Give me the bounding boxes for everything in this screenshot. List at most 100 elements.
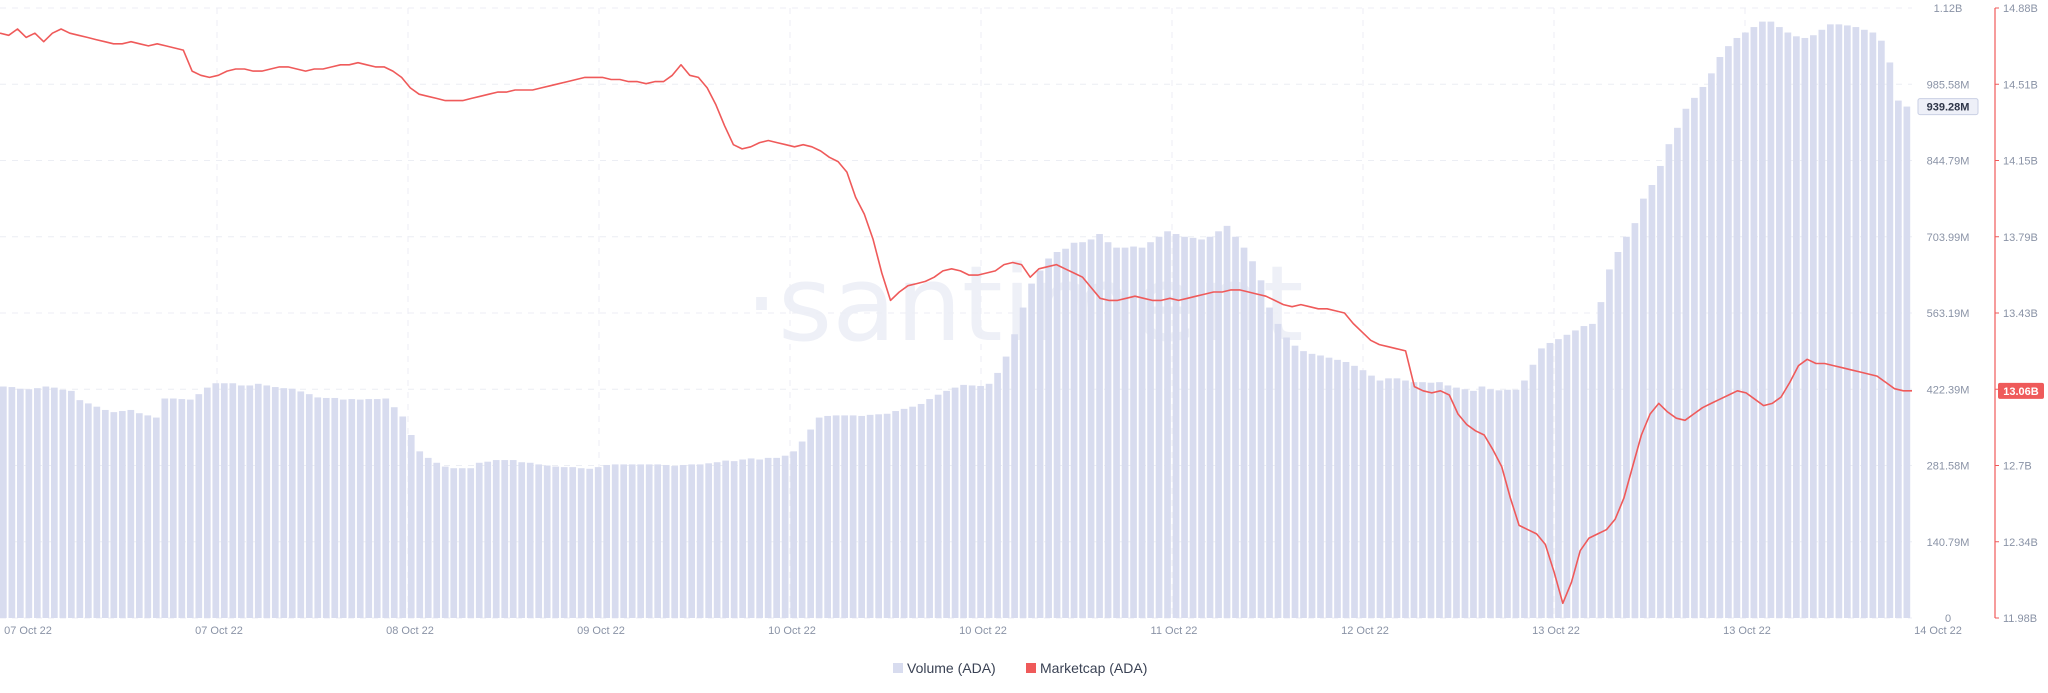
left-axis-tick: 281.58M bbox=[1927, 461, 1970, 473]
volume-bar bbox=[1385, 378, 1392, 618]
volume-bar bbox=[1172, 234, 1180, 618]
volume-bar bbox=[1767, 21, 1775, 619]
volume-bar bbox=[1461, 389, 1469, 618]
volume-bar bbox=[1402, 380, 1409, 618]
volume-bar bbox=[246, 385, 254, 618]
volume-bar bbox=[458, 468, 466, 618]
volume-bar bbox=[849, 415, 857, 618]
x-axis-tick: 12 Oct 22 bbox=[1341, 625, 1389, 637]
volume-bar bbox=[195, 394, 203, 618]
volume-bar bbox=[1716, 57, 1724, 618]
legend-label-marketcap[interactable]: Marketcap (ADA) bbox=[1040, 660, 1147, 676]
volume-bar bbox=[1249, 261, 1256, 618]
legend-label-volume[interactable]: Volume (ADA) bbox=[907, 660, 996, 676]
volume-bar bbox=[501, 460, 509, 618]
volume-bar bbox=[713, 462, 721, 618]
volume-bar bbox=[1674, 127, 1681, 618]
volume-bar bbox=[628, 464, 636, 618]
volume-bar bbox=[1852, 27, 1860, 619]
volume-bar bbox=[1759, 21, 1766, 619]
volume-bar bbox=[1691, 97, 1698, 619]
volume-bar bbox=[1555, 339, 1562, 618]
volume-bar bbox=[1470, 390, 1477, 618]
volume-bar bbox=[968, 385, 976, 618]
volume-bar bbox=[662, 464, 670, 618]
volume-bar bbox=[0, 386, 7, 618]
volume-bar bbox=[1351, 365, 1358, 618]
volume-bar bbox=[1155, 236, 1163, 618]
volume-bar bbox=[135, 413, 143, 618]
left-axis-tick: 844.79M bbox=[1927, 156, 1970, 168]
volume-bar bbox=[1784, 32, 1792, 618]
legend[interactable]: Volume (ADA) Marketcap (ADA) bbox=[893, 660, 1147, 676]
volume-bar bbox=[76, 400, 84, 618]
volume-bar bbox=[1572, 330, 1579, 618]
volume-bar bbox=[263, 385, 271, 618]
volume-bar bbox=[832, 415, 840, 618]
x-axis-tick: 10 Oct 22 bbox=[768, 625, 816, 637]
volume-bar bbox=[1300, 351, 1307, 619]
volume-bar bbox=[1504, 389, 1511, 618]
volume-bar bbox=[645, 464, 653, 618]
volume-bar bbox=[756, 459, 763, 618]
volume-bar bbox=[93, 406, 101, 618]
volume-bar bbox=[943, 390, 950, 618]
volume-bar bbox=[1538, 348, 1545, 618]
volume-bar bbox=[1699, 86, 1707, 619]
volume-bar bbox=[127, 409, 135, 618]
volume-bar bbox=[1206, 236, 1214, 618]
volume-bar bbox=[467, 468, 475, 618]
volume-bar bbox=[407, 435, 415, 618]
volume-bar bbox=[365, 399, 373, 618]
volume-bar bbox=[399, 416, 407, 618]
volume-bar bbox=[1657, 165, 1664, 618]
volume-bar bbox=[1895, 100, 1902, 619]
marketcap-last-value: 13.06B bbox=[2003, 386, 2039, 398]
x-axis-tick: 10 Oct 22 bbox=[959, 625, 1007, 637]
volume-bar bbox=[722, 460, 730, 618]
marketcap-line-group[interactable] bbox=[0, 28, 1912, 605]
volume-bar bbox=[1725, 46, 1732, 619]
volume-bar bbox=[1062, 248, 1069, 619]
volume-bar bbox=[152, 417, 160, 618]
volume-bar bbox=[1087, 239, 1095, 618]
volume-bar bbox=[994, 372, 1001, 618]
left-axis-tick: 1.12B bbox=[1934, 3, 1963, 15]
left-axis-tick: 563.19M bbox=[1927, 308, 1970, 320]
volume-bar bbox=[934, 394, 942, 618]
x-axis-tick: 13 Oct 22 bbox=[1723, 625, 1771, 637]
volume-bar bbox=[1104, 242, 1112, 618]
volume-bar bbox=[475, 462, 483, 618]
volume-bar bbox=[603, 464, 611, 618]
volume-bar bbox=[25, 389, 33, 618]
volume-bar bbox=[1708, 73, 1715, 619]
volume-bar bbox=[1079, 242, 1086, 618]
volume-bar bbox=[17, 388, 24, 618]
volume-bar bbox=[1368, 375, 1375, 618]
volume-bar bbox=[594, 467, 602, 618]
volume-bar bbox=[484, 461, 492, 618]
volume-bar bbox=[67, 390, 75, 618]
volume-bar bbox=[1410, 382, 1418, 618]
volume-bar bbox=[390, 407, 398, 618]
volume-bar bbox=[960, 384, 967, 618]
volume-bar bbox=[8, 387, 16, 618]
volume-last-value: 939.28M bbox=[1927, 102, 1970, 114]
x-axis: 07 Oct 22 07 Oct 22 08 Oct 22 09 Oct 22 10 O… bbox=[4, 625, 1962, 637]
volume-bar bbox=[305, 394, 313, 618]
volume-bar bbox=[526, 462, 534, 618]
volume-bar bbox=[1419, 382, 1426, 618]
x-axis-tick: 13 Oct 22 bbox=[1532, 625, 1580, 637]
right-axis-tick: 13.43B bbox=[2003, 308, 2038, 320]
volume-bar bbox=[1198, 239, 1205, 618]
volume-bar bbox=[42, 386, 50, 618]
volume-bar bbox=[1606, 269, 1613, 618]
volume-bars[interactable] bbox=[0, 21, 1911, 619]
volume-bar bbox=[696, 464, 704, 618]
volume-bar bbox=[220, 383, 228, 618]
volume-bar bbox=[1138, 247, 1146, 618]
volume-bar bbox=[1529, 364, 1537, 618]
left-axis-tick: 703.99M bbox=[1927, 232, 1970, 244]
volume-bar bbox=[917, 403, 925, 618]
